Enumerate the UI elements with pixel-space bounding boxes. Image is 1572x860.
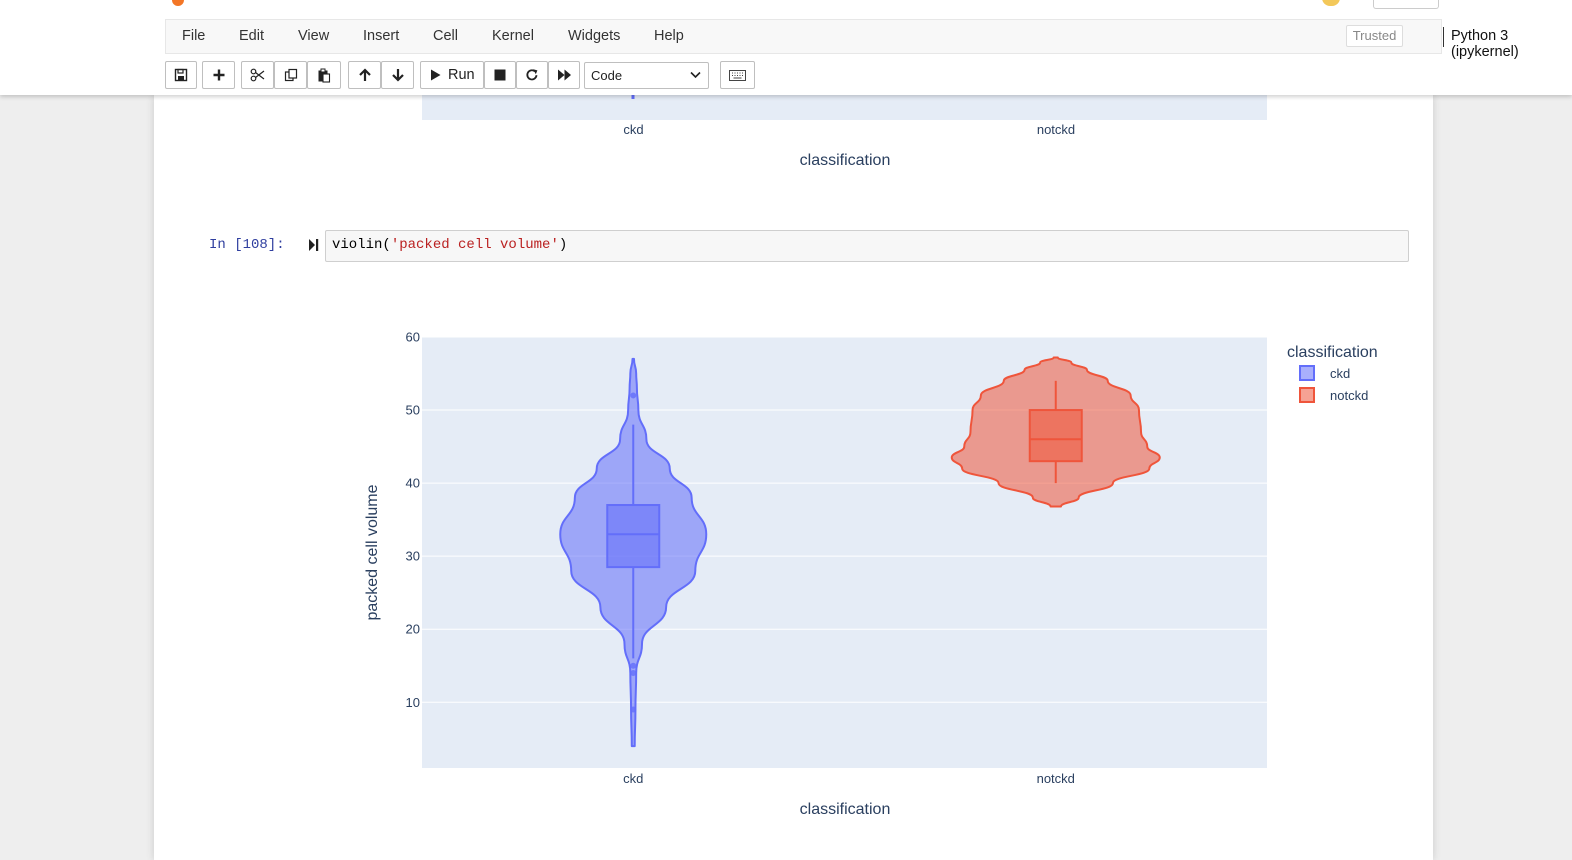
kernel-separator: [1443, 27, 1444, 47]
y-axis-title: packed cell volume: [364, 484, 381, 620]
x-axis-title: classification: [800, 801, 891, 818]
outlier-ckd-1: [630, 662, 637, 669]
box-ckd: [606, 504, 661, 569]
legend-label-notckd[interactable]: notckd: [1330, 388, 1368, 403]
menubar: File Edit View Insert Cell Kernel Widget…: [165, 19, 1519, 60]
prev-plot-area: [422, 95, 1267, 120]
insert-cell-button[interactable]: [202, 61, 235, 89]
menu-help[interactable]: Help: [654, 28, 684, 44]
legend-swatch-notckd[interactable]: [1299, 387, 1315, 403]
menu-file[interactable]: File: [182, 28, 206, 44]
menu-cell[interactable]: Cell: [433, 28, 458, 44]
jupyter-logo-icon[interactable]: [172, 0, 184, 6]
notebook-header: File Edit View Insert Cell Kernel Widget…: [0, 0, 1572, 95]
outlier-ckd-3: [630, 706, 637, 713]
menu-widgets[interactable]: Widgets: [568, 28, 621, 44]
trusted-indicator[interactable]: Trusted: [1346, 25, 1403, 47]
plot-area: [422, 337, 1267, 768]
legend: classification ckd notckd: [1287, 344, 1378, 403]
y-axis-ticks: 10 20 30 40 50 60: [406, 330, 420, 710]
legend-swatch-ckd[interactable]: [1299, 365, 1315, 381]
chevron-down-icon: [690, 71, 701, 79]
code-function: violin(: [332, 237, 391, 253]
floppy-icon: [174, 68, 188, 82]
prev-x-tick-notckd: notckd: [1037, 122, 1075, 137]
restart-icon: [526, 69, 538, 81]
run-cell-icon[interactable]: [308, 238, 319, 252]
prev-x-axis-title: classification: [800, 152, 891, 169]
arrow-down-icon: [391, 69, 404, 82]
copy-button[interactable]: [274, 61, 307, 89]
code-close: ): [558, 237, 568, 253]
prev-violin-tail: [631, 95, 635, 99]
menu-kernel[interactable]: Kernel: [492, 28, 534, 44]
prev-x-tick-ckd: ckd: [623, 122, 643, 137]
play-icon: [431, 69, 441, 81]
plus-icon: [213, 69, 224, 81]
outlier-ckd-2: [630, 670, 637, 677]
menu-insert[interactable]: Insert: [363, 28, 400, 44]
legend-title: classification: [1287, 344, 1378, 361]
cell-type-value: Code: [591, 68, 623, 83]
code-string: 'packed cell volume': [390, 237, 559, 253]
paste-icon: [318, 68, 331, 83]
x-tick-notckd: notckd: [1037, 771, 1075, 786]
y-tick-50: 50: [406, 403, 420, 418]
stop-icon: [494, 69, 506, 81]
y-tick-30: 30: [406, 549, 420, 564]
interrupt-kernel-button[interactable]: [484, 61, 516, 89]
fast-forward-icon: [557, 69, 571, 81]
command-palette-button[interactable]: [720, 61, 755, 89]
previous-output-plot: ckd notckd classification: [422, 95, 1267, 169]
box-notckd: [1028, 409, 1083, 463]
menu-edit[interactable]: Edit: [239, 28, 264, 44]
violins: [559, 356, 1161, 748]
y-tick-60: 60: [406, 330, 420, 345]
scissors-icon: [250, 68, 264, 82]
x-axis-ticks: ckd notckd: [623, 771, 1075, 786]
kernel-name[interactable]: Python 3 (ipykernel): [1451, 28, 1519, 60]
menu-view[interactable]: View: [298, 28, 330, 44]
grid-lines: [422, 336, 1267, 703]
python-logo-icon: [1322, 0, 1340, 6]
x-tick-ckd: ckd: [623, 771, 643, 786]
cell-prompt: In [108]:: [209, 237, 285, 253]
move-up-button[interactable]: [348, 61, 381, 89]
cell-type-select[interactable]: Code: [584, 62, 709, 89]
y-tick-40: 40: [406, 476, 420, 491]
code-line: violin('packed cell volume'): [332, 237, 567, 253]
run-label: Run: [448, 67, 475, 83]
logout-button[interactable]: [1373, 0, 1439, 9]
keyboard-icon: [729, 69, 746, 81]
move-down-button[interactable]: [381, 61, 414, 89]
y-tick-10: 10: [406, 695, 420, 710]
save-button[interactable]: [165, 61, 197, 89]
outlier-ckd-0: [630, 392, 637, 399]
y-tick-20: 20: [406, 622, 420, 637]
restart-run-all-button[interactable]: [548, 61, 580, 89]
copy-icon: [284, 68, 297, 82]
legend-label-ckd[interactable]: ckd: [1330, 366, 1350, 381]
restart-kernel-button[interactable]: [516, 61, 548, 89]
arrow-up-icon: [358, 68, 371, 81]
cut-button[interactable]: [241, 61, 274, 89]
code-input[interactable]: violin('packed cell volume'): [325, 230, 1409, 262]
paste-button[interactable]: [307, 61, 341, 89]
run-button[interactable]: Run: [420, 61, 484, 89]
